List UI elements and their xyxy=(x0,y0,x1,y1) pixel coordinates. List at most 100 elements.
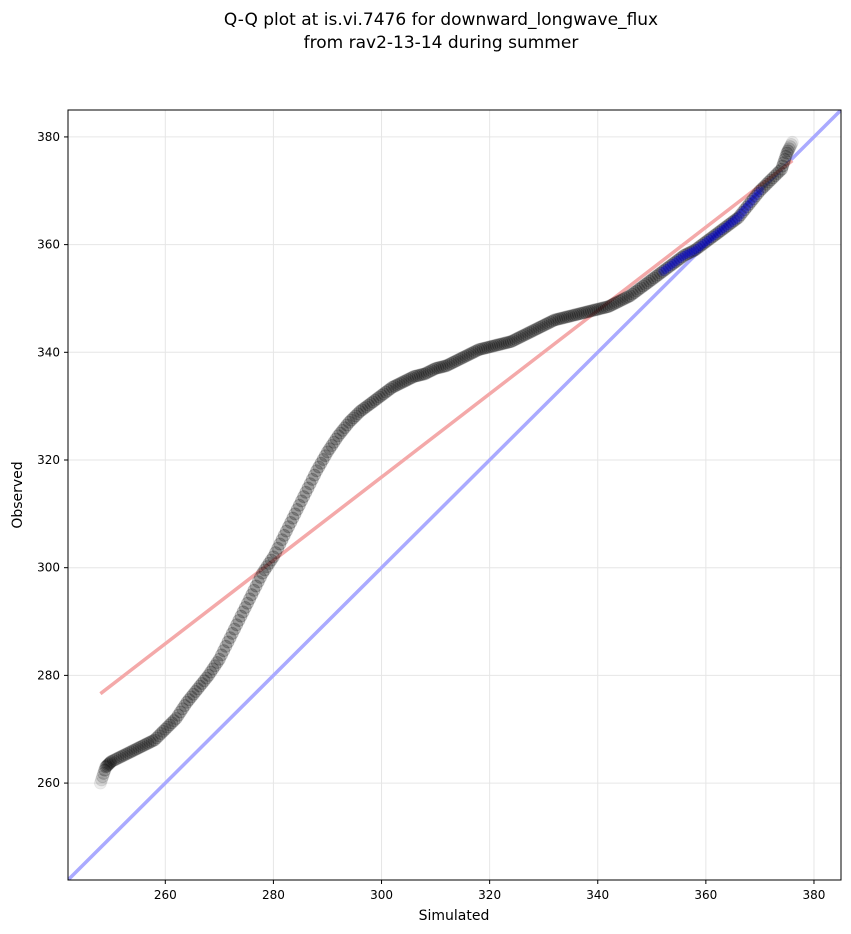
quantile-point xyxy=(770,167,784,181)
quantile-point xyxy=(695,238,709,252)
quantile-point xyxy=(368,393,382,407)
x-tick-label: 320 xyxy=(478,888,501,902)
quantile-point xyxy=(137,738,151,752)
quantile-point xyxy=(292,498,306,512)
quantile-point xyxy=(628,286,642,300)
quantile-point xyxy=(301,481,315,495)
highlight-point xyxy=(720,222,730,232)
quantile-point xyxy=(782,142,796,156)
quantile-point xyxy=(483,340,497,354)
quantile-point xyxy=(249,579,263,593)
quantile-point xyxy=(243,592,257,606)
quantile-point xyxy=(141,736,155,750)
quantile-point xyxy=(320,445,334,459)
quantile-point xyxy=(346,411,360,425)
quantile-point xyxy=(97,766,111,780)
quantile-point xyxy=(145,734,159,748)
quantile-point xyxy=(160,720,174,734)
quantile-point xyxy=(522,326,536,340)
highlight-point xyxy=(733,213,743,223)
quantile-point xyxy=(418,367,432,381)
quantile-point xyxy=(580,305,594,319)
quantile-point xyxy=(651,268,665,282)
quantile-point xyxy=(202,668,216,682)
quantile-point xyxy=(776,159,790,173)
quantile-point xyxy=(682,246,696,260)
quantile-point xyxy=(532,321,546,335)
quantile-point xyxy=(435,360,449,374)
quantile-point xyxy=(126,744,140,758)
quantile-point xyxy=(167,714,181,728)
quantile-point xyxy=(762,175,776,189)
quantile-point xyxy=(409,369,423,383)
quantile-point xyxy=(452,352,466,366)
highlight-point xyxy=(753,188,763,198)
highlight-point xyxy=(662,263,672,273)
quantile-point xyxy=(764,173,778,187)
highlight-point xyxy=(694,242,704,252)
quantile-point xyxy=(316,452,330,466)
quantile-point xyxy=(290,503,304,517)
quantile-point xyxy=(768,169,782,183)
quantile-point xyxy=(273,537,287,551)
x-tick-label: 300 xyxy=(370,888,393,902)
quantile-point xyxy=(775,162,789,176)
quantile-point xyxy=(736,205,750,219)
quantile-point xyxy=(277,528,291,542)
quantile-point xyxy=(191,682,205,696)
quantile-point xyxy=(569,308,583,322)
y-tick-label: 280 xyxy=(37,668,60,682)
quantile-point xyxy=(288,507,302,521)
quantile-point xyxy=(582,304,596,318)
quantile-point xyxy=(238,601,252,615)
highlight-point xyxy=(748,194,758,204)
quantile-point xyxy=(312,460,326,474)
quantile-point xyxy=(636,279,650,293)
chart-title-line-2: from rav2-13-14 during summer xyxy=(304,33,579,53)
quantile-point xyxy=(197,674,211,688)
highlight-point xyxy=(692,243,702,253)
highlight-point xyxy=(658,267,668,277)
highlight-point xyxy=(697,240,707,250)
quantile-point xyxy=(450,353,464,367)
quantile-point xyxy=(247,583,261,597)
quantile-point xyxy=(699,235,713,249)
x-tick-label: 280 xyxy=(262,888,285,902)
quantile-point xyxy=(227,622,241,636)
quantile-point xyxy=(385,380,399,394)
highlight-point xyxy=(673,255,683,265)
quantile-point xyxy=(101,758,115,772)
quantile-point xyxy=(232,613,246,627)
quantile-point xyxy=(738,203,752,217)
quantile-point xyxy=(470,344,484,358)
quantile-point xyxy=(766,171,780,185)
quantile-point xyxy=(755,182,769,196)
quantile-point xyxy=(550,312,564,326)
quantile-point xyxy=(759,177,773,191)
quantile-point xyxy=(701,233,715,247)
quantile-point xyxy=(677,248,691,262)
quantile-point xyxy=(295,494,309,508)
y-tick-label: 260 xyxy=(37,776,60,790)
quantile-point xyxy=(708,228,722,242)
quantile-point xyxy=(128,743,142,757)
quantile-point xyxy=(186,687,200,701)
quantile-point xyxy=(602,300,616,314)
quantile-point xyxy=(104,755,118,769)
quantile-point xyxy=(640,276,654,290)
quantile-point xyxy=(362,398,376,412)
quantile-point xyxy=(375,388,389,402)
quantile-point xyxy=(740,200,754,214)
quantile-point xyxy=(150,731,164,745)
quantile-point xyxy=(253,570,267,584)
y-tick-label: 300 xyxy=(37,561,60,575)
highlight-point xyxy=(742,202,752,212)
quantile-point xyxy=(712,225,726,239)
quantile-point xyxy=(204,665,218,679)
y-tick-label: 380 xyxy=(37,130,60,144)
quantile-point xyxy=(325,438,339,452)
y-axis-ticks: 260 280 300 320 340 360 380 xyxy=(37,130,68,790)
quantile-point xyxy=(692,240,706,254)
quantile-point xyxy=(212,652,226,666)
